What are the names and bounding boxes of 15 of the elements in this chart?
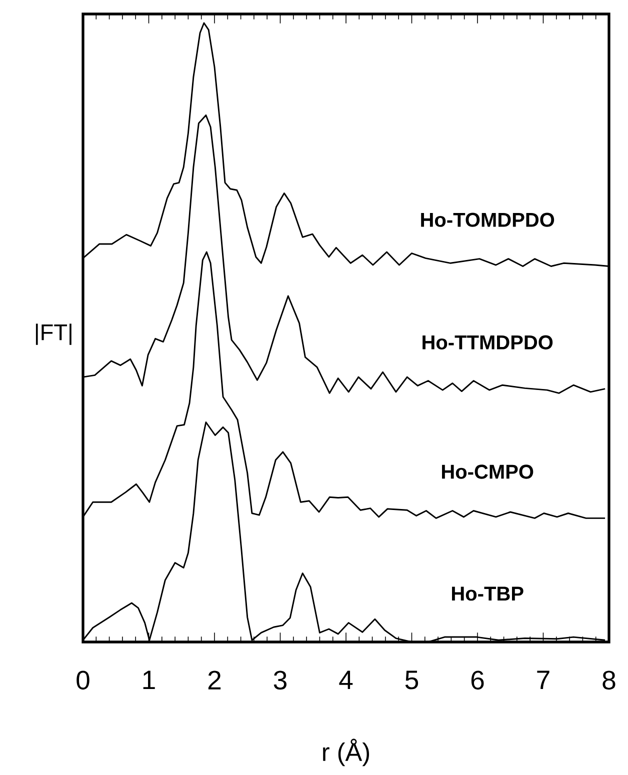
x-tick-label: 3: [274, 670, 286, 690]
x-tick-label: 4: [339, 670, 353, 690]
x-axis-title: r (Å): [323, 738, 370, 766]
series-label: Ho-TOMDPDO: [421, 212, 554, 227]
x-tick-label: 0: [76, 670, 90, 690]
x-tick-label: 7: [537, 670, 550, 690]
x-tick-label: 5: [405, 670, 418, 690]
x-tick-label: 2: [208, 670, 221, 690]
y-axis-title: |FT|: [36, 324, 72, 345]
series-label: Ho-TBP: [452, 586, 524, 601]
series-label: Ho-TTMDPDO: [422, 335, 553, 350]
series-label: Ho-CMPO: [442, 464, 534, 479]
x-tick-label: 8: [602, 670, 616, 690]
x-tick-label: 1: [143, 670, 155, 690]
x-tick-label: 6: [471, 670, 484, 690]
